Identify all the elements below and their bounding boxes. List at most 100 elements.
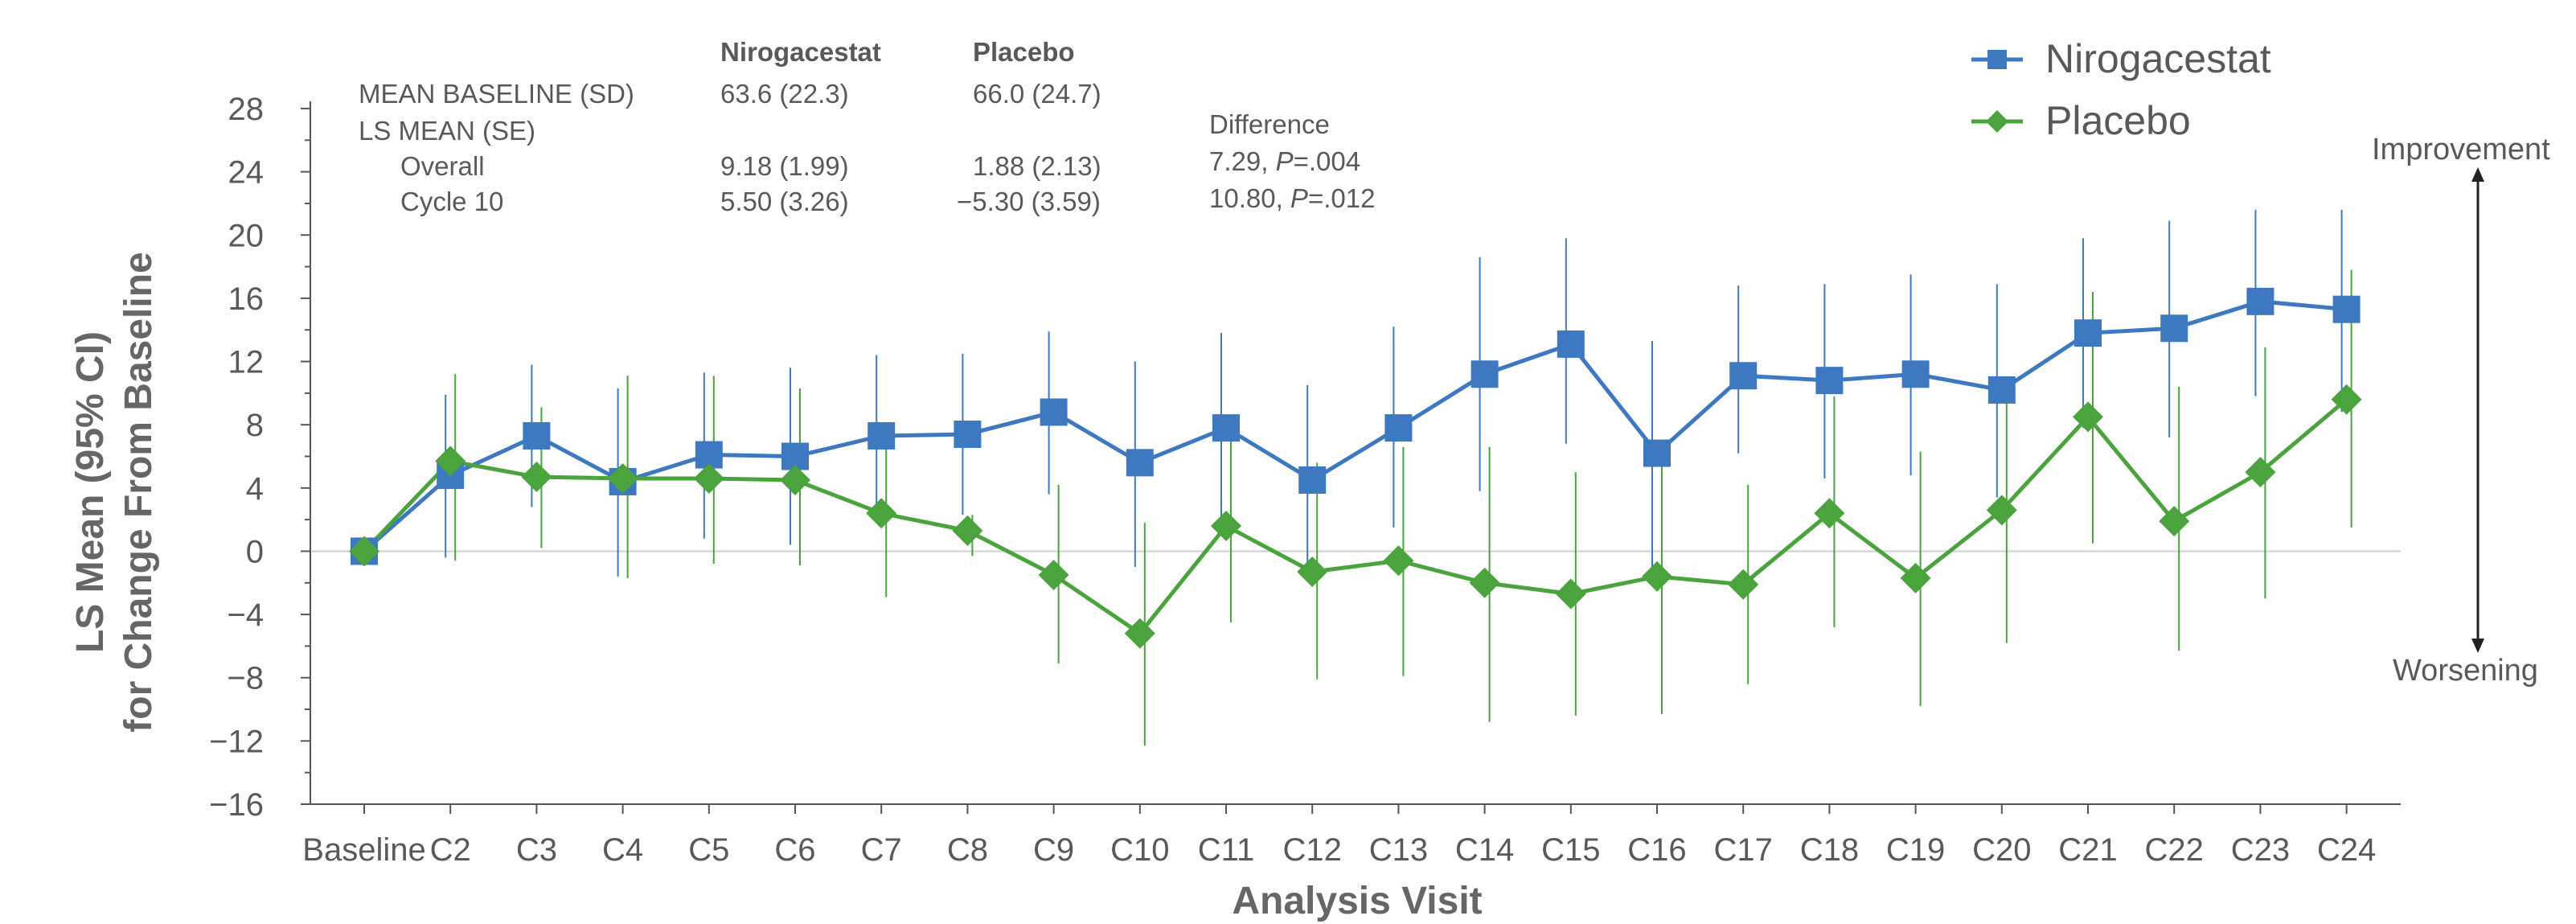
stats-row-label: Overall: [400, 151, 485, 181]
placebo-point: [2159, 506, 2190, 537]
y-tick-label: −4: [227, 598, 264, 633]
legend-label-nirogacestat: Nirogacestat: [2045, 36, 2271, 81]
stats-row-niro-value: 5.50 (3.26): [720, 187, 849, 216]
y-tick-label: 28: [228, 92, 265, 127]
stats-row-niro-value: 63.6 (22.3): [720, 79, 849, 109]
placebo-point: [1642, 561, 1672, 592]
y-tick-labels: −16 −12 −8 −4 0 4 8 12 16 20 24 28: [209, 92, 310, 823]
x-tick-label: C2: [430, 832, 471, 868]
placebo-point: [607, 463, 638, 495]
worsening-label: Worsening: [2393, 654, 2538, 688]
y-axis-title-line2: for Change From Baseline: [117, 252, 160, 732]
improvement-label: Improvement: [2372, 133, 2550, 166]
x-tick-label: C14: [1455, 832, 1514, 868]
nirogacestat-point: [523, 421, 551, 450]
placebo-point: [1555, 578, 1586, 610]
x-tick-label: C8: [947, 832, 988, 868]
stats-row-label: LS MEAN (SE): [359, 116, 535, 146]
stats-difference-overall: 7.29, P=.004: [1209, 146, 1360, 176]
placebo-point: [1211, 511, 1241, 541]
x-tick-label: C24: [2317, 832, 2376, 868]
placebo-point: [693, 463, 724, 495]
y-tick-label: 4: [246, 471, 264, 507]
y-axis-title: LS Mean (95% CI) for Change From Baselin…: [69, 252, 160, 732]
x-tick-labels: Baseline C2 C3 C4 C5 C6 C7 C8 C9 C10 C11 C12 C13 C14 C…: [302, 804, 2376, 868]
nirogacestat-point: [1298, 466, 1327, 494]
x-axis-title: Analysis Visit: [1232, 880, 1482, 922]
axes: [310, 101, 2401, 805]
y-tick-label: −16: [209, 787, 264, 823]
y-tick-label: 12: [228, 345, 265, 380]
y-tick-label: 0: [246, 534, 264, 569]
stats-table: Nirogacestat Placebo MEAN BASELINE (SD) …: [359, 37, 1375, 216]
y-tick-label: 16: [228, 281, 265, 317]
placebo-point: [1814, 498, 1845, 529]
placebo-line: [363, 397, 2348, 637]
nirogacestat-point: [1212, 414, 1240, 442]
x-tick-label: C13: [1369, 832, 1428, 868]
stats-difference-header: Difference: [1209, 109, 1330, 139]
placebo-point: [349, 536, 379, 567]
series-markers: [349, 287, 2362, 649]
x-tick-label: C10: [1110, 832, 1169, 868]
x-tick-label: C7: [861, 832, 902, 868]
stats-row-placebo-value: 1.88 (2.13): [973, 151, 1101, 181]
x-tick-label: C11: [1198, 832, 1254, 868]
stats-row-placebo-value: 66.0 (24.7): [973, 79, 1101, 109]
x-tick-label: C16: [1627, 832, 1686, 868]
placebo-point: [1124, 618, 1155, 649]
x-tick-label: C5: [688, 832, 729, 868]
stats-row-label: MEAN BASELINE (SD): [359, 79, 634, 109]
y-tick-label: 20: [228, 218, 265, 253]
x-tick-label: C18: [1800, 832, 1859, 868]
nirogacestat-point: [2332, 295, 2361, 323]
legend-item-placebo: Placebo: [1971, 98, 2191, 143]
placebo-point: [1900, 562, 1931, 593]
x-tick-label: C4: [602, 832, 643, 868]
series-lines: [363, 299, 2348, 637]
placebo-point: [1297, 556, 1328, 588]
nirogacestat-point: [1815, 367, 1844, 395]
placebo-point: [780, 464, 810, 495]
x-tick-label: C15: [1541, 832, 1600, 868]
nirogacestat-point: [2074, 319, 2102, 347]
x-tick-label: C6: [774, 832, 815, 868]
nirogacestat-point: [2160, 314, 2188, 343]
y-tick-label: −12: [209, 724, 264, 759]
nirogacestat-point: [1126, 449, 1154, 477]
y-axis-title-line1: LS Mean (95% CI): [69, 331, 112, 653]
stats-difference-cycle10: 10.80, P=.012: [1209, 183, 1375, 213]
nirogacestat-point: [954, 420, 982, 448]
legend-square-marker-icon: [1987, 50, 2007, 69]
placebo-point: [1383, 545, 1414, 577]
direction-indicator: Improvement Worsening: [2372, 133, 2550, 688]
placebo-point: [1728, 569, 1759, 600]
x-tick-label: Baseline: [302, 832, 425, 868]
placebo-point: [2245, 457, 2276, 488]
arrow-up-icon: [2471, 167, 2484, 182]
nirogacestat-point: [1384, 414, 1413, 442]
legend-diamond-marker-icon: [1986, 110, 2008, 133]
stats-row-label: Cycle 10: [400, 187, 503, 216]
placebo-point: [2073, 401, 2103, 433]
stats-header-nirogacestat: Nirogacestat: [720, 37, 881, 67]
x-tick-label: C9: [1033, 832, 1074, 868]
x-tick-label: C19: [1886, 832, 1945, 868]
legend: Nirogacestat Placebo: [1971, 36, 2271, 143]
nirogacestat-line: [363, 299, 2347, 553]
placebo-point: [521, 462, 552, 493]
nirogacestat-point: [1040, 398, 1068, 426]
nirogacestat-point: [1901, 360, 1930, 388]
placebo-point: [435, 446, 466, 477]
nirogacestat-point: [2246, 287, 2275, 315]
nirogacestat-point: [1557, 330, 1585, 358]
x-tick-label: C3: [516, 832, 557, 868]
y-tick-label: 24: [228, 155, 265, 191]
nirogacestat-point: [1987, 376, 2016, 404]
placebo-point: [952, 515, 983, 546]
placebo-point: [1986, 495, 2017, 526]
legend-label-placebo: Placebo: [2045, 98, 2191, 143]
nirogacestat-point: [868, 421, 896, 450]
legend-item-nirogacestat: Nirogacestat: [1971, 36, 2271, 81]
